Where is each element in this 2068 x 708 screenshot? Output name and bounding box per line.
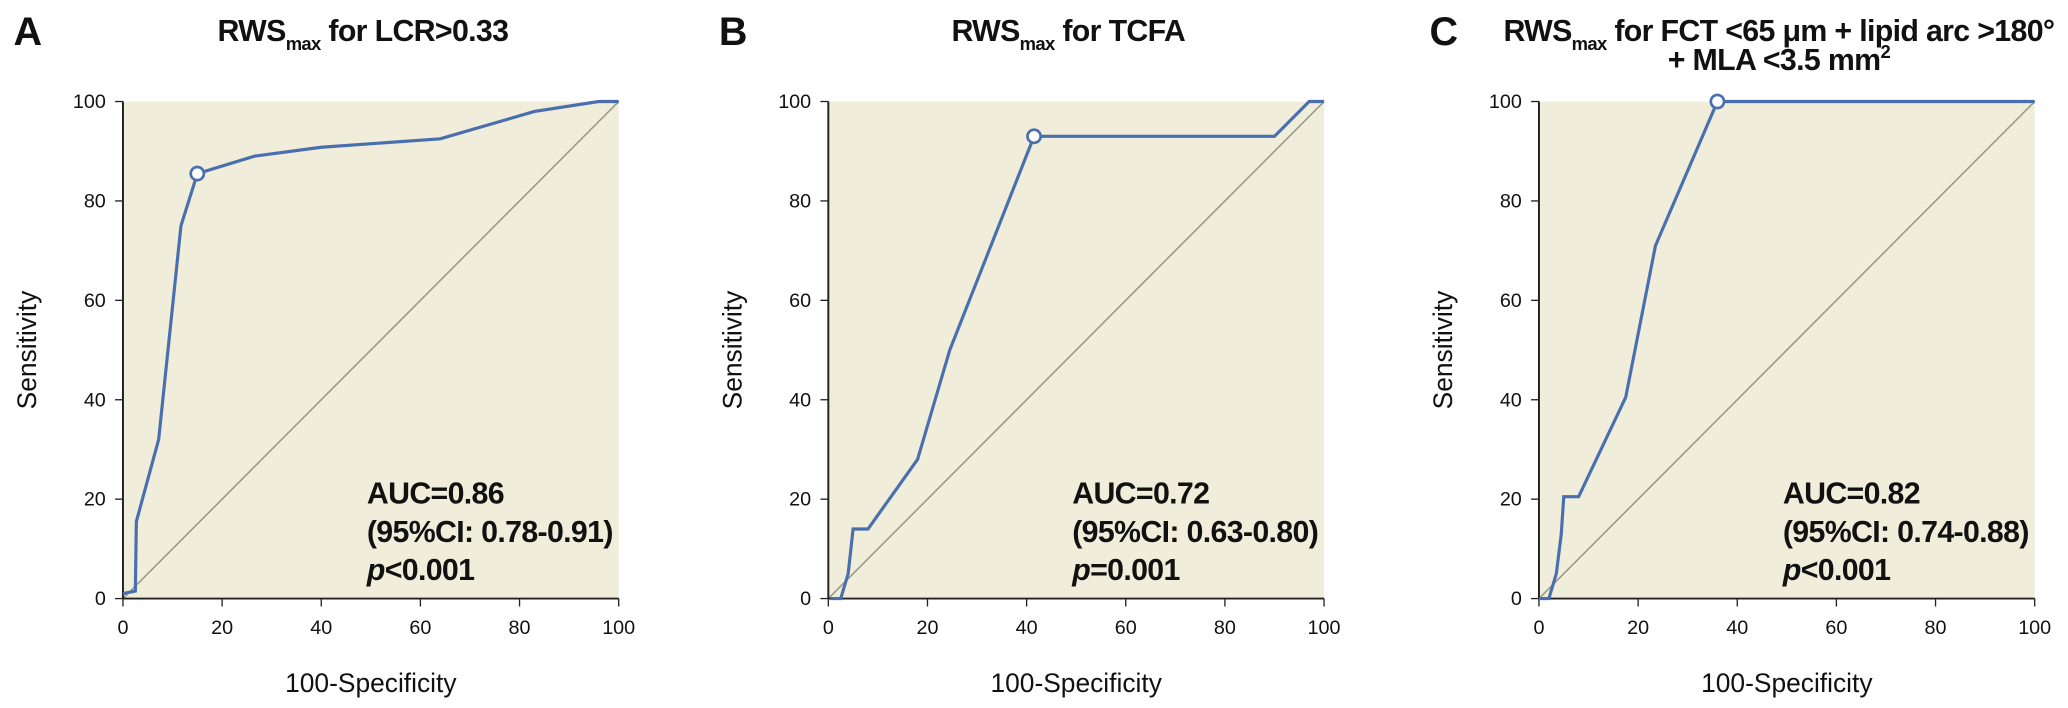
y-tick-label: 0 [1511, 588, 1522, 610]
y-axis-label: Sensitivity [1428, 290, 1458, 409]
chart-title: + MLA <3.5 mm2 [1668, 41, 1891, 77]
reference-line [122, 100, 620, 600]
x-tick-label: 0 [117, 617, 128, 639]
y-tick-label: 20 [1500, 489, 1522, 511]
y-tick-label: 40 [1500, 389, 1522, 411]
y-tick-label: 60 [1500, 290, 1522, 312]
x-tick-label: 100 [2018, 617, 2051, 639]
panel-letter: A [14, 10, 43, 54]
title-part: max [1572, 33, 1608, 54]
x-tick-label: 80 [509, 617, 531, 639]
p-annotation: p=0.001 [1071, 554, 1180, 587]
title-part: max [286, 33, 322, 54]
x-axis-label: 100-Specificity [990, 668, 1162, 698]
x-tick-label: 60 [1825, 617, 1847, 639]
cutoff-marker [1709, 93, 1726, 110]
y-axis-label: Sensitivity [12, 290, 42, 409]
y-tick-label: 60 [84, 290, 106, 312]
chart-title: RWSmax for LCR>0.33 [218, 15, 509, 54]
p-annotation: p<0.001 [1782, 554, 1891, 587]
annotation: (95%CI: 0.63-0.80) [1072, 516, 1318, 549]
y-tick-label: 100 [1489, 91, 1522, 113]
x-axis-label: 100-Specificity [285, 668, 457, 698]
title-part: for FCT <65 μm + lipid arc >180° [1607, 15, 2055, 48]
y-tick-label: 60 [789, 290, 811, 312]
title-part: 2 [1880, 41, 1890, 62]
title-part: RWS [218, 15, 287, 48]
p-symbol: p [1071, 554, 1090, 587]
y-tick-label: 0 [95, 588, 106, 610]
y-tick-label: 20 [84, 489, 106, 511]
x-tick-label: 100 [602, 617, 635, 639]
y-tick-label: 20 [789, 489, 811, 511]
p-value: <0.001 [1801, 554, 1891, 587]
x-tick-label: 20 [916, 617, 938, 639]
x-tick-label: 80 [1214, 617, 1236, 639]
x-tick-label: 40 [1016, 617, 1038, 639]
annotation: AUC=0.86 [367, 478, 504, 511]
title-part: RWS [1503, 15, 1572, 48]
cutoff-marker [189, 165, 206, 182]
annotation: (95%CI: 0.74-0.88) [1783, 516, 2029, 549]
p-annotation: p<0.001 [366, 554, 475, 587]
y-tick-label: 80 [1500, 191, 1522, 213]
panel-letter: B [719, 10, 748, 54]
title-part: for TCFA [1055, 15, 1186, 48]
reference-line [827, 100, 1325, 600]
title-part: RWS [951, 15, 1020, 48]
reference-line [1538, 100, 2036, 600]
chart-title: RWSmax for FCT <65 μm + lipid arc >180° [1503, 15, 2054, 54]
annotation: AUC=0.72 [1072, 478, 1209, 511]
annotation: (95%CI: 0.78-0.91) [367, 516, 613, 549]
x-tick-label: 20 [211, 617, 233, 639]
cutoff-marker [1026, 128, 1042, 145]
x-tick-label: 40 [310, 617, 332, 639]
y-tick-label: 80 [789, 191, 811, 213]
annotation: AUC=0.82 [1783, 478, 1920, 511]
x-tick-label: 40 [1726, 617, 1748, 639]
panel-letter: C [1430, 10, 1459, 54]
y-tick-label: 40 [84, 389, 106, 411]
y-tick-label: 80 [84, 191, 106, 213]
title-part: max [1020, 33, 1056, 54]
x-tick-label: 20 [1627, 617, 1649, 639]
y-tick-label: 40 [789, 389, 811, 411]
x-tick-label: 80 [1925, 617, 1947, 639]
p-value: =0.001 [1090, 554, 1180, 587]
y-axis-label: Sensitivity [717, 290, 747, 409]
x-tick-label: 100 [1308, 617, 1341, 639]
title-part: for LCR>0.33 [321, 15, 509, 48]
p-symbol: p [1782, 554, 1801, 587]
p-symbol: p [366, 554, 385, 587]
title-part: + MLA <3.5 mm [1668, 44, 1881, 77]
x-axis-label: 100-Specificity [1701, 668, 1873, 698]
x-tick-label: 0 [823, 617, 834, 639]
x-tick-label: 60 [409, 617, 431, 639]
roc-curve [122, 99, 619, 596]
chart-title: RWSmax for TCFA [951, 15, 1185, 54]
roc-curve [1538, 99, 2035, 601]
y-tick-label: 0 [800, 588, 811, 610]
p-value: <0.001 [385, 554, 475, 587]
x-tick-label: 0 [1533, 617, 1544, 639]
y-tick-label: 100 [778, 91, 811, 113]
y-tick-label: 100 [73, 91, 106, 113]
roc-curve [830, 99, 1325, 601]
x-tick-label: 60 [1115, 617, 1137, 639]
